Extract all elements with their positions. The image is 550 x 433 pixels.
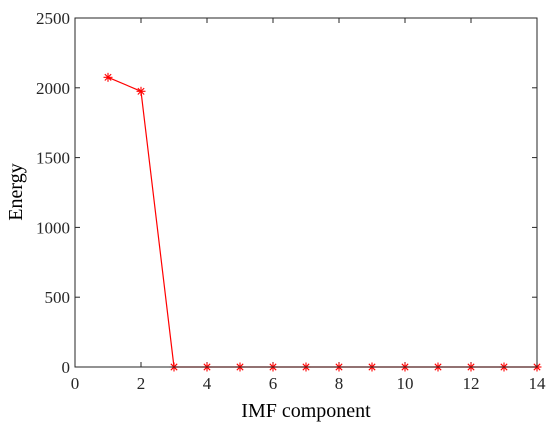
data-point-marker bbox=[136, 86, 146, 96]
plot-background bbox=[75, 18, 537, 367]
data-point-marker bbox=[103, 72, 113, 82]
x-tick-label: 2 bbox=[137, 374, 146, 393]
x-tick-label: 8 bbox=[335, 374, 344, 393]
x-tick-label: 10 bbox=[397, 374, 414, 393]
x-tick-label: 6 bbox=[269, 374, 278, 393]
y-tick-label: 2000 bbox=[36, 79, 70, 98]
x-tick-label: 14 bbox=[529, 374, 547, 393]
y-tick-label: 1500 bbox=[36, 149, 70, 168]
y-axis-label: Energy bbox=[5, 163, 27, 220]
x-tick-label: 12 bbox=[463, 374, 480, 393]
x-axis-label: IMF component bbox=[241, 400, 371, 422]
y-tick-label: 1000 bbox=[36, 218, 70, 237]
y-tick-label: 2500 bbox=[36, 9, 70, 28]
x-tick-label: 0 bbox=[71, 374, 80, 393]
y-tick-label: 500 bbox=[45, 288, 71, 307]
tick-labels: 0 2 4 6 8 10 12 14 0 500 1000 1500 2000 2500 bbox=[36, 9, 546, 393]
y-tick-label: 0 bbox=[62, 358, 71, 377]
plot-frame bbox=[74, 17, 538, 368]
x-tick-label: 4 bbox=[203, 374, 212, 393]
